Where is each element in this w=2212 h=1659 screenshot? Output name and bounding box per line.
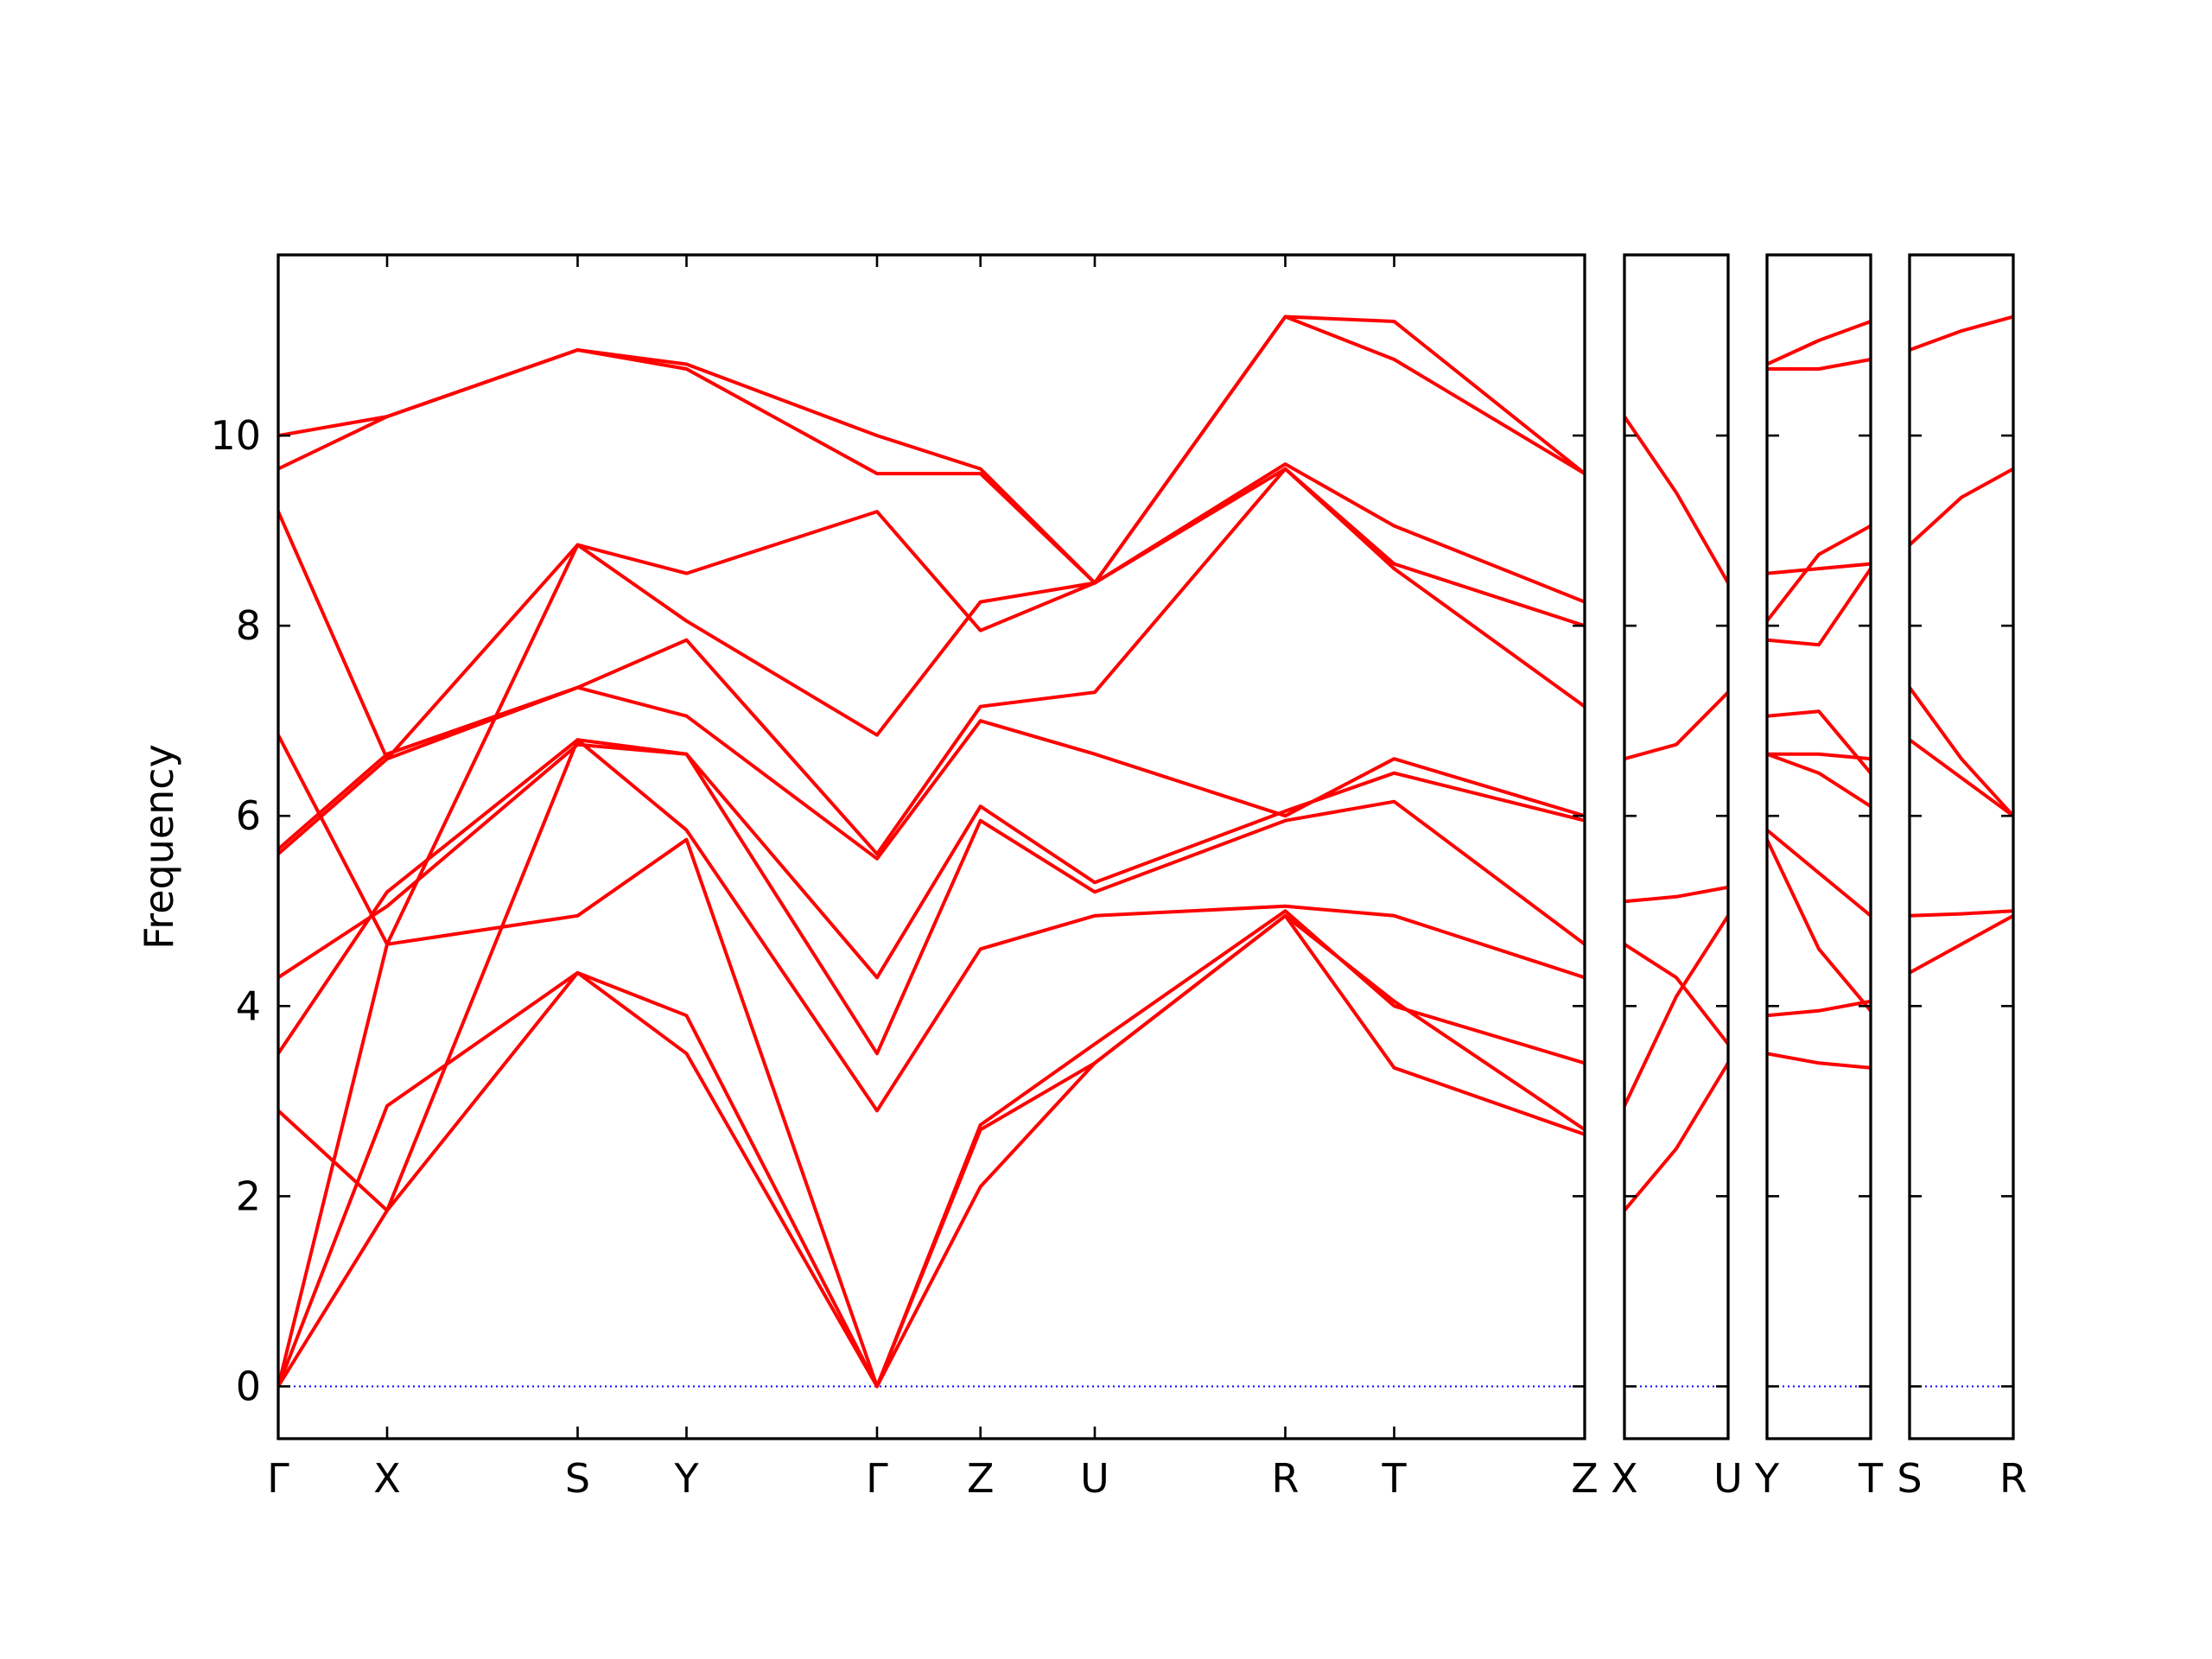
band-line-6 — [1624, 415, 1728, 585]
band-line-6 — [1910, 315, 2013, 352]
band-line-12 — [278, 315, 1585, 585]
band-group — [278, 315, 1585, 1389]
band-line-4 — [1624, 885, 1728, 904]
band-line-8 — [278, 467, 1585, 856]
x-tick-label: T — [1381, 1455, 1407, 1502]
band-line-4 — [1910, 685, 2013, 818]
band-line-2 — [1624, 913, 1728, 1108]
panel-frame — [276, 253, 1586, 1440]
x-tick-label: Γ — [267, 1455, 289, 1502]
band-line-3 — [1624, 942, 1728, 1046]
y-tick-label: 2 — [236, 1173, 261, 1219]
x-tick-label: X — [1611, 1455, 1638, 1502]
band-line-6 — [1767, 752, 1871, 809]
band-line-11 — [1767, 358, 1871, 371]
x-tick-label: R — [1272, 1455, 1300, 1502]
band-line-5 — [1910, 467, 2013, 547]
band-group — [1624, 415, 1728, 1212]
y-tick-label: 4 — [236, 982, 261, 1029]
band-line-1 — [278, 913, 1585, 1389]
y-tick-label: 0 — [236, 1363, 261, 1409]
x-tick-label: X — [373, 1455, 401, 1502]
band-group — [1767, 320, 1871, 1070]
y-tick-label: 6 — [236, 792, 261, 839]
x-tick-label: U — [1080, 1455, 1109, 1502]
band-line-3 — [1910, 738, 2013, 818]
band-line-5 — [278, 738, 1585, 1056]
y-tick-label: 10 — [210, 412, 261, 459]
band-line-2 — [278, 913, 1585, 1389]
band-line-4 — [278, 738, 1585, 1212]
x-tick-label: T — [1858, 1455, 1884, 1502]
band-line-5 — [1767, 752, 1871, 761]
band-line-12 — [1767, 320, 1871, 366]
band-line-10 — [278, 462, 1585, 761]
band-line-7 — [1767, 709, 1871, 775]
y-tick-label: 8 — [236, 602, 261, 649]
x-tick-label: Z — [967, 1455, 995, 1502]
band-line-10 — [1767, 562, 1871, 575]
x-tick-label: Z — [1571, 1455, 1599, 1502]
band-line-2 — [1767, 999, 1871, 1018]
x-tick-label: U — [1713, 1455, 1743, 1502]
panel-1: Γ X S Y Γ Z U R T Z 0 2 4 6 8 10 — [210, 253, 1599, 1502]
band-line-5 — [1624, 690, 1728, 761]
band-line-1 — [1624, 1061, 1728, 1212]
y-axis-label: Frequency — [136, 744, 182, 950]
x-tick-label: R — [1999, 1455, 2027, 1502]
x-tick-label: S — [565, 1455, 590, 1502]
band-line-9 — [1767, 524, 1871, 623]
band-line-3 — [1767, 837, 1871, 1013]
band-line-11 — [278, 315, 1585, 585]
x-tick-label: Y — [1754, 1455, 1780, 1502]
band-line-1 — [1767, 1052, 1871, 1070]
band-line-9 — [278, 467, 1585, 946]
band-line-4 — [1767, 828, 1871, 918]
band-line-2 — [1910, 909, 2013, 918]
band-line-8 — [1767, 567, 1871, 647]
x-tick-label: Γ — [866, 1455, 888, 1502]
band-line-7 — [278, 685, 1585, 861]
panel-frame — [1908, 253, 2015, 1440]
band-line-3 — [278, 837, 1585, 1389]
band-line-6 — [278, 742, 1585, 980]
panel-frame — [1623, 253, 1730, 1440]
band-group — [1910, 315, 2013, 975]
band-line-1 — [1910, 913, 2013, 975]
panel-frame — [1765, 253, 1872, 1440]
x-tick-label: S — [1897, 1455, 1922, 1502]
x-tick-label: Y — [673, 1455, 699, 1502]
